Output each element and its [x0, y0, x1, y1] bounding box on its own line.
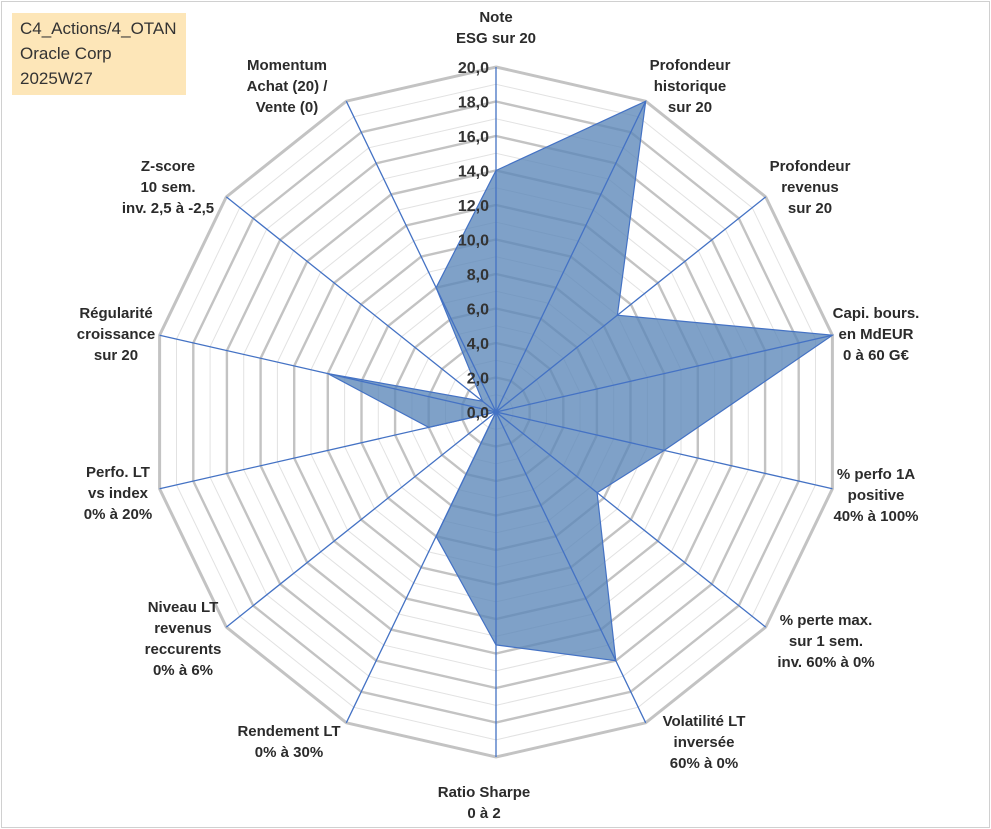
info-box: C4_Actions/4_OTAN Oracle Corp 2025W27	[12, 13, 186, 95]
axis-spoke	[225, 196, 497, 413]
axis-label-line: sur 20	[788, 200, 832, 217]
axis-label-line: sur 20	[668, 99, 712, 116]
axis-label-line: Momentum	[247, 57, 327, 74]
axis-label-line: % perfo 1A	[837, 466, 916, 483]
axis-label-line: Niveau LT	[148, 599, 219, 616]
tick-label: 10,0	[458, 233, 489, 250]
axis-label: Niveau LT revenus reccurents 0% à 6%	[145, 599, 222, 679]
axis-spoke	[345, 411, 497, 724]
axis-label: % perfo 1A positive 40% à 100%	[833, 466, 918, 525]
axis-label: Note ESG sur 20	[456, 9, 536, 47]
axis-label-line: 0 à 60 G€	[843, 347, 910, 364]
axis-label: Capi. bours. en MdEUR 0 à 60 G€	[833, 305, 920, 364]
axis-label-line: 40% à 100%	[833, 508, 918, 525]
tick-label: 20,0	[458, 60, 489, 77]
axis-label-line: Z-score	[141, 158, 195, 175]
axis-label-line: 60% à 0%	[670, 755, 738, 772]
axis-label-line: inv. 2,5 à -2,5	[122, 200, 214, 217]
axis-label-line: ESG sur 20	[456, 30, 536, 47]
axis-label-line: sur 1 sem.	[789, 633, 863, 650]
tick-label: 14,0	[458, 164, 489, 181]
axis-label: Volatilité LT inversée 60% à 0%	[663, 713, 746, 772]
axis-label-line: Profondeur	[770, 158, 851, 175]
tick-label: 6,0	[467, 302, 489, 319]
axis-label-line: Volatilité LT	[663, 713, 746, 730]
axis-label-line: croissance	[77, 326, 155, 343]
axis-label-line: inv. 60% à 0%	[777, 654, 874, 671]
data-series-area	[327, 100, 835, 662]
info-company: Oracle Corp	[20, 44, 112, 63]
axis-label: Ratio Sharpe 0 à 2	[438, 784, 531, 822]
axis-label-line: reccurents	[145, 641, 222, 658]
axis-label-line: Vente (0)	[256, 99, 319, 116]
axis-label-line: % perte max.	[780, 612, 873, 629]
tick-label: 16,0	[458, 129, 489, 146]
axis-label-line: 0 à 2	[467, 805, 500, 822]
axis-label: Profondeur historique sur 20	[650, 57, 731, 116]
axis-label-line: Note	[479, 9, 512, 26]
axis-label-line: revenus	[781, 179, 839, 196]
tick-label: 2,0	[467, 371, 489, 388]
axis-label-line: 0% à 20%	[84, 506, 152, 523]
axis-label: % perte max. sur 1 sem. inv. 60% à 0%	[777, 612, 874, 671]
axis-label: Profondeur revenus sur 20	[770, 158, 851, 217]
axis-label-line: historique	[654, 78, 727, 95]
info-week: 2025W27	[20, 69, 93, 88]
axis-spoke	[159, 334, 497, 413]
axis-label-line: 10 sem.	[140, 179, 195, 196]
tick-label: 4,0	[467, 336, 489, 353]
axis-spoke	[225, 411, 497, 628]
tick-label: 18,0	[458, 95, 489, 112]
tick-label: 8,0	[467, 267, 489, 284]
axis-spoke	[495, 100, 647, 413]
axis-label: Rendement LT 0% à 30%	[237, 723, 340, 761]
axis-label-line: 0% à 30%	[255, 744, 323, 761]
axis-label-line: Régularité	[79, 305, 152, 322]
info-folder: C4_Actions/4_OTAN	[20, 19, 177, 38]
axis-label: Z-score 10 sem. inv. 2,5 à -2,5	[122, 158, 214, 217]
axis-spoke	[495, 411, 647, 724]
axis-label-line: vs index	[88, 485, 149, 502]
axis-label-line: sur 20	[94, 347, 138, 364]
axis-spoke	[345, 100, 497, 413]
axis-label: Régularité croissance sur 20	[77, 305, 155, 364]
axis-spoke	[495, 411, 833, 490]
axis-label: Perfo. LT vs index 0% à 20%	[84, 464, 152, 523]
axis-label-line: Profondeur	[650, 57, 731, 74]
axis-label-line: 0% à 6%	[153, 662, 213, 679]
axis-spoke	[495, 411, 767, 628]
axis-label-line: inversée	[674, 734, 735, 751]
tick-label: 0,0	[467, 405, 489, 422]
axis-label-line: positive	[848, 487, 905, 504]
axis-spoke	[159, 411, 497, 490]
axis-label-line: Rendement LT	[237, 723, 340, 740]
axis-spoke	[495, 196, 767, 413]
axis-label-line: en MdEUR	[839, 326, 914, 343]
tick-label: 12,0	[458, 198, 489, 215]
axis-label-line: Perfo. LT	[86, 464, 150, 481]
axis-label: Momentum Achat (20) / Vente (0)	[247, 57, 329, 116]
axis-label-line: revenus	[154, 620, 212, 637]
axis-label-line: Ratio Sharpe	[438, 784, 531, 801]
axis-spoke	[495, 334, 833, 413]
axis-label-line: Capi. bours.	[833, 305, 920, 322]
axis-label-line: Achat (20) /	[247, 78, 329, 95]
